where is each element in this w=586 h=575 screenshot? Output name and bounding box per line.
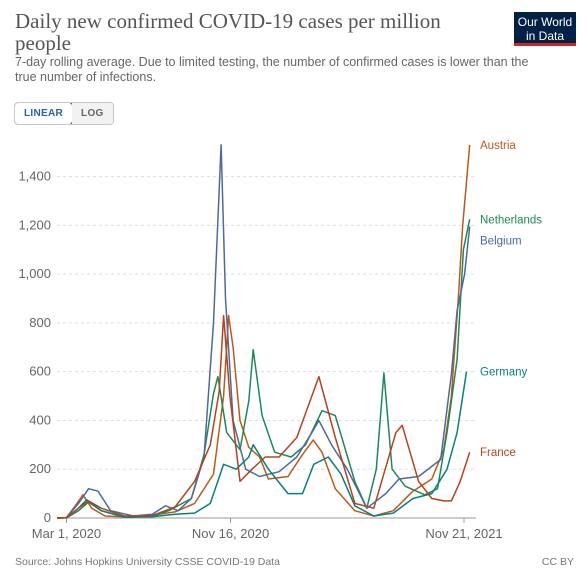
chart-title: Daily new confirmed COVID-19 cases per m… bbox=[15, 9, 441, 55]
x-axis-ticks: Mar 1, 2020 Nov 16, 2020 Nov 21, 2021 bbox=[32, 518, 503, 541]
license-link[interactable]: CC BY bbox=[541, 556, 574, 568]
log-scale-button[interactable]: LOG bbox=[72, 103, 113, 124]
series-line-belgium bbox=[56, 144, 471, 519]
series-label-france: France bbox=[480, 447, 516, 459]
source-note: Source: Johns Hopkins University CSSE CO… bbox=[15, 556, 280, 568]
y-tick-label: 0 bbox=[44, 510, 51, 525]
y-tick-label: 1,000 bbox=[18, 266, 51, 281]
y-tick-label: 400 bbox=[29, 412, 51, 427]
scale-toggle: LINEAR LOG bbox=[14, 102, 114, 125]
series-label-belgium: Belgium bbox=[480, 236, 522, 248]
y-tick-label: 800 bbox=[29, 315, 51, 330]
series-lines bbox=[56, 144, 471, 519]
series-label-austria: Austria bbox=[480, 140, 516, 152]
x-tick-label: Nov 21, 2021 bbox=[425, 526, 502, 541]
series-label-germany: Germany bbox=[480, 367, 528, 379]
x-tick-label: Nov 16, 2020 bbox=[192, 526, 269, 541]
series-line-germany bbox=[56, 371, 468, 519]
series-line-france bbox=[56, 314, 471, 519]
y-tick-label: 600 bbox=[29, 364, 51, 379]
series-label-netherlands: Netherlands bbox=[480, 214, 542, 226]
logo-line-1: Our World bbox=[517, 15, 573, 29]
y-tick-label: 200 bbox=[29, 461, 51, 476]
chart-subtitle: 7-day rolling average. Due to limited te… bbox=[15, 55, 529, 84]
series-line-netherlands bbox=[56, 219, 471, 519]
y-axis-ticks: 0 200 400 600 800 1,000 1,200 1,400 bbox=[18, 169, 51, 525]
series-labels: Austria Netherlands Belgium Germany France bbox=[480, 140, 542, 459]
series-line-austria bbox=[56, 144, 471, 519]
grid-lines bbox=[57, 176, 476, 519]
y-tick-label: 1,200 bbox=[18, 217, 51, 232]
logo-line-2: in Data bbox=[525, 29, 565, 43]
x-tick-label: Mar 1, 2020 bbox=[32, 526, 101, 541]
y-tick-label: 1,400 bbox=[18, 169, 51, 184]
owid-logo[interactable]: Our World in Data bbox=[514, 12, 576, 46]
